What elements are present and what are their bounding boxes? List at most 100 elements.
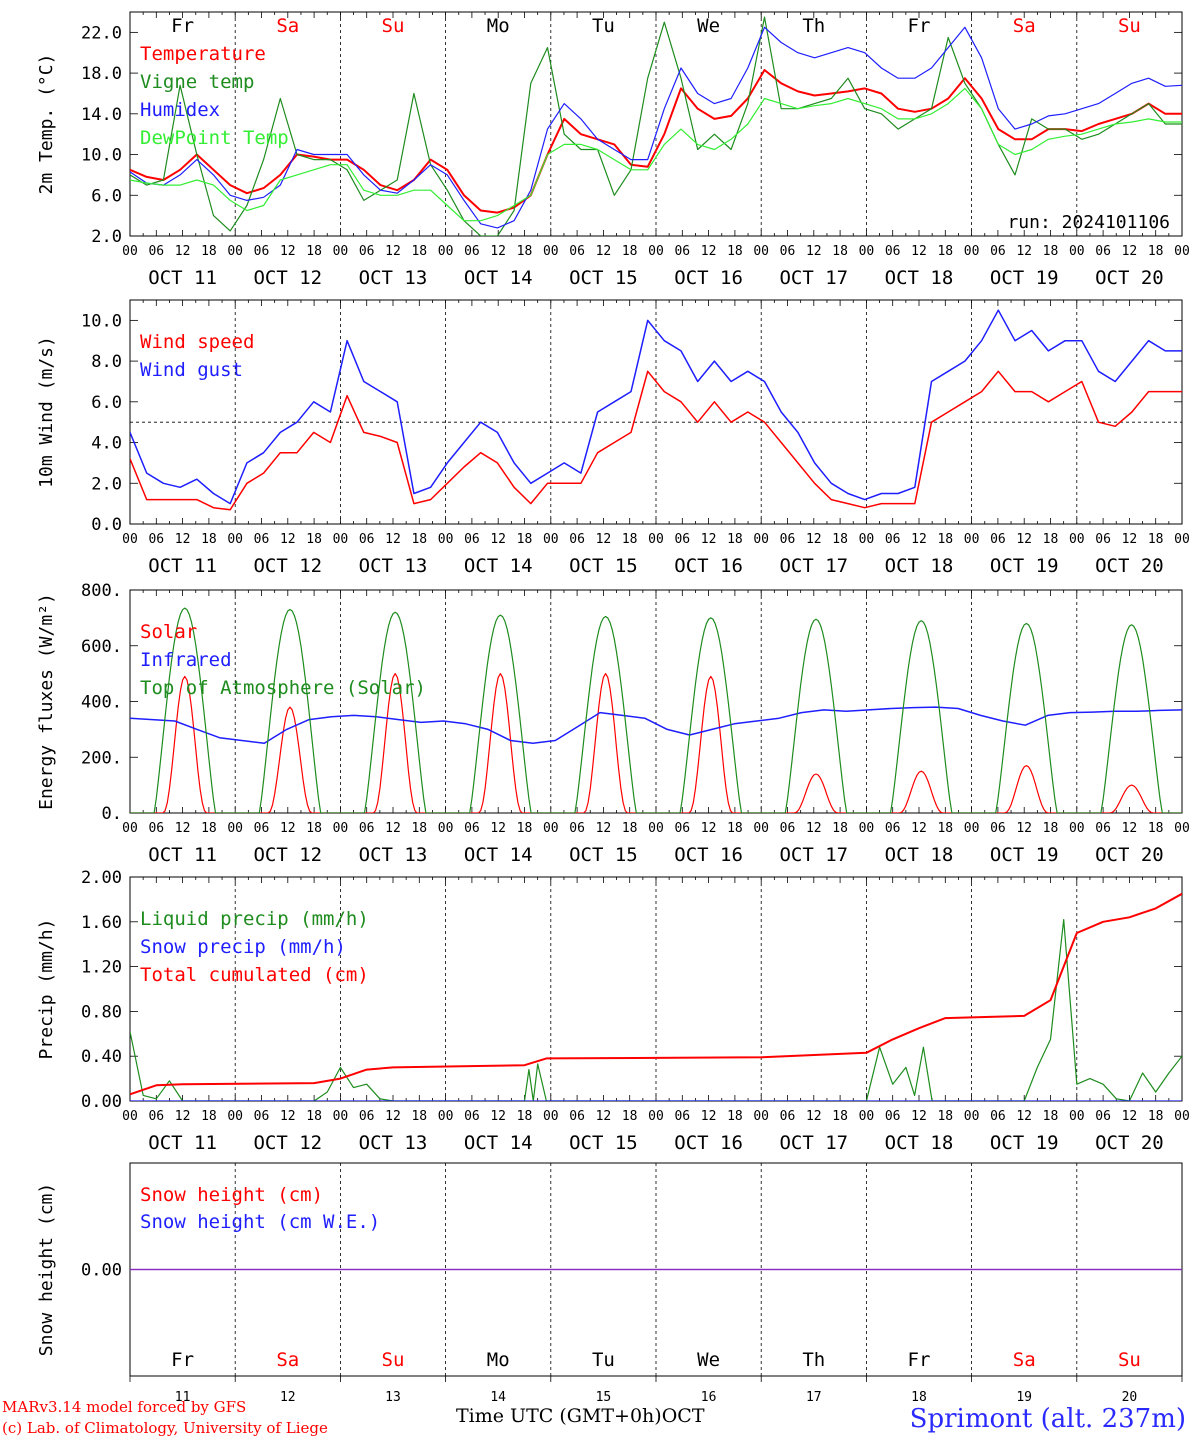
series-line-1 <box>130 370 1182 511</box>
day-number-label: 12 <box>280 1390 296 1405</box>
date-label: OCT 13 <box>359 267 428 289</box>
y-tick-label: 0.00 <box>81 1261 122 1281</box>
y-tick-label: 2.0 <box>91 474 122 494</box>
hour-tick-label: 18 <box>517 821 533 836</box>
hour-tick-label: 00 <box>333 532 349 547</box>
hour-tick-label: 06 <box>780 821 796 836</box>
hour-tick-label: 12 <box>596 1109 612 1124</box>
hour-tick-label: 12 <box>806 532 822 547</box>
series-line-3 <box>130 607 1182 813</box>
hour-tick-label: 12 <box>911 532 927 547</box>
hour-tick-label: 00 <box>1069 532 1085 547</box>
hour-tick-label: 18 <box>1148 821 1164 836</box>
hour-tick-label: 18 <box>1043 1109 1059 1124</box>
hour-tick-label: 18 <box>727 244 743 259</box>
hour-tick-label: 00 <box>333 1109 349 1124</box>
legend-entry: DewPoint Temp <box>140 127 289 149</box>
time-axis-label: Time UTC (GMT+0h)OCT <box>456 1405 705 1427</box>
date-label: OCT 17 <box>779 1132 848 1154</box>
hour-tick-label: 18 <box>622 821 638 836</box>
date-label: OCT 16 <box>674 267 743 289</box>
hour-tick-label: 00 <box>859 821 875 836</box>
month-label: OCT <box>661 1405 705 1427</box>
hour-tick-label: 18 <box>306 1109 322 1124</box>
hour-tick-label: 18 <box>306 821 322 836</box>
hour-tick-label: 12 <box>701 1109 717 1124</box>
hour-tick-label: 06 <box>780 1109 796 1124</box>
date-label: OCT 20 <box>1095 555 1164 577</box>
y-tick-label: 400. <box>81 693 122 713</box>
y-axis-title: Precip (mm/h) <box>36 919 57 1060</box>
hour-tick-label: 12 <box>806 1109 822 1124</box>
y-tick-label: 1.20 <box>81 958 122 978</box>
hour-tick-label: 18 <box>832 821 848 836</box>
hour-tick-label: 12 <box>490 821 506 836</box>
hour-tick-label: 12 <box>701 532 717 547</box>
hour-tick-label: 18 <box>201 821 217 836</box>
y-tick-label: 600. <box>81 637 122 657</box>
hour-tick-label: 12 <box>806 244 822 259</box>
hour-tick-label: 18 <box>832 532 848 547</box>
credit-line-2: (c) Lab. of Climatology, University of L… <box>2 1419 328 1437</box>
hour-tick-label: 12 <box>280 532 296 547</box>
y-tick-label: 0.80 <box>81 1002 122 1022</box>
hour-tick-label: 00 <box>859 532 875 547</box>
hour-tick-label: 06 <box>885 1109 901 1124</box>
hour-tick-label: 00 <box>122 244 138 259</box>
legend-entry: Total cumulated (cm) <box>140 964 369 986</box>
hour-tick-label: 18 <box>411 532 427 547</box>
day-number-label: 18 <box>911 1390 927 1405</box>
hour-tick-label: 00 <box>1174 244 1190 259</box>
weekday-label: Sa <box>1013 15 1036 37</box>
hour-tick-label: 18 <box>937 821 953 836</box>
date-label: OCT 15 <box>569 555 638 577</box>
date-label: OCT 15 <box>569 267 638 289</box>
hour-tick-label: 00 <box>964 244 980 259</box>
hour-tick-label: 12 <box>1016 532 1032 547</box>
hour-tick-label: 18 <box>727 532 743 547</box>
hour-tick-label: 00 <box>964 821 980 836</box>
y-tick-label: 8.0 <box>91 352 122 372</box>
legend-entry: Top of Atmosphere (Solar) <box>140 677 426 699</box>
hour-tick-label: 18 <box>201 532 217 547</box>
hour-tick-label: 00 <box>227 532 243 547</box>
series-group <box>130 607 1182 813</box>
day-number-label: 14 <box>490 1390 506 1405</box>
hour-tick-label: 06 <box>990 821 1006 836</box>
hour-tick-label: 00 <box>964 532 980 547</box>
legend-entry: Infrared <box>140 649 232 671</box>
weekday-label: Mo <box>487 15 510 37</box>
hour-tick-label: 00 <box>122 532 138 547</box>
date-label: OCT 14 <box>464 555 533 577</box>
hour-tick-label: 06 <box>359 532 375 547</box>
hour-tick-label: 00 <box>1174 532 1190 547</box>
hour-tick-label: 18 <box>937 1109 953 1124</box>
hour-tick-label: 18 <box>306 532 322 547</box>
hour-tick-label: 12 <box>911 244 927 259</box>
hour-tick-label: 06 <box>885 821 901 836</box>
hour-tick-label: 00 <box>1069 1109 1085 1124</box>
hour-tick-label: 00 <box>753 244 769 259</box>
series-line-2 <box>130 309 1182 505</box>
hour-tick-label: 06 <box>674 821 690 836</box>
legend-entry: Wind speed <box>140 331 254 353</box>
hour-tick-label: 00 <box>753 1109 769 1124</box>
weekday-label: Fr <box>908 15 931 37</box>
legend-entry: Vigne temp <box>140 71 254 93</box>
date-label: OCT 14 <box>464 1132 533 1154</box>
hour-tick-label: 06 <box>569 821 585 836</box>
legend-entry: Snow height (cm W.E.) <box>140 1211 380 1233</box>
hour-tick-label: 06 <box>885 532 901 547</box>
hour-tick-label: 00 <box>122 821 138 836</box>
hour-tick-label: 00 <box>753 532 769 547</box>
y-axis-title: 10m Wind (m/s) <box>36 336 57 488</box>
date-label: OCT 15 <box>569 844 638 866</box>
hour-tick-label: 18 <box>1043 244 1059 259</box>
date-label: OCT 18 <box>885 1132 954 1154</box>
hour-tick-label: 18 <box>937 244 953 259</box>
date-label: OCT 19 <box>990 844 1059 866</box>
hour-tick-label: 00 <box>227 821 243 836</box>
y-tick-label: 1.60 <box>81 913 122 933</box>
hour-tick-label: 12 <box>1122 821 1138 836</box>
hour-tick-label: 06 <box>569 1109 585 1124</box>
